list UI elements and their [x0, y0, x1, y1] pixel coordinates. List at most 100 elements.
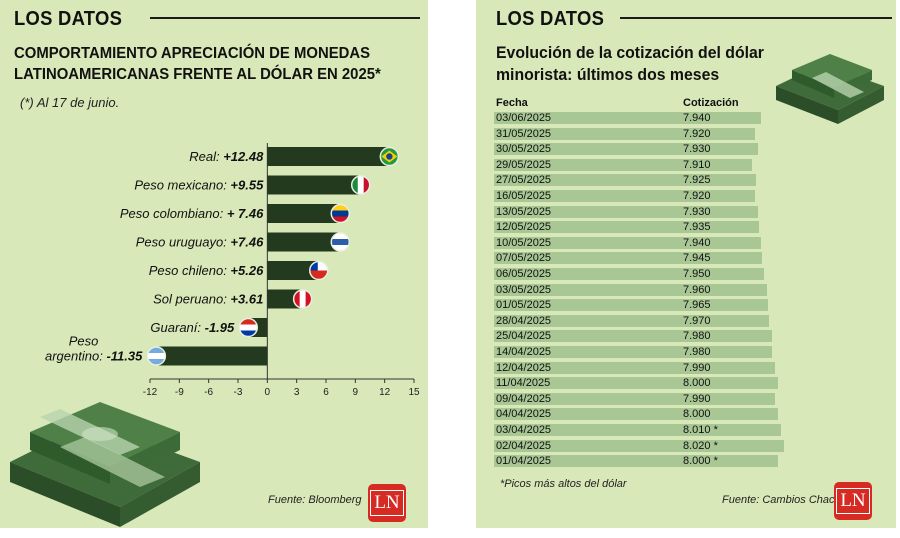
x-tick-label-3: -3 — [234, 387, 243, 398]
row-bar — [494, 158, 752, 171]
uruguay-flag-icon — [330, 232, 351, 252]
row-value: 7.965 — [683, 299, 711, 312]
column-header-date: Fecha — [496, 97, 528, 109]
x-tick-label-1: -9 — [175, 387, 184, 398]
row-bar — [494, 392, 776, 405]
row-value: 7.935 — [683, 221, 711, 234]
chart-title-line-1: COMPORTAMIENTO APRECIACIÓN DE MONEDAS — [14, 45, 371, 62]
row-bar — [494, 299, 768, 312]
row-value: 7.940 — [683, 112, 711, 124]
bar-label-5: Sol peruano: +3.61 — [153, 292, 263, 307]
brazil-flag-icon — [379, 146, 400, 167]
row-date: 12/04/2025 — [496, 361, 552, 374]
table-title-line-1: Evolución de la cotización del dólar — [496, 43, 764, 62]
x-tick-label-6: 6 — [323, 387, 329, 398]
row-value: 7.980 — [683, 330, 711, 343]
money-stack-illustration-right — [776, 54, 884, 124]
row-bar — [494, 439, 784, 452]
row-date: 13/05/2025 — [496, 205, 552, 218]
row-date: 10/05/2025 — [496, 236, 552, 249]
row-bar — [494, 127, 755, 140]
x-tick-label-8: 12 — [379, 387, 391, 398]
row-date: 07/05/2025 — [496, 252, 552, 265]
row-bar — [494, 424, 782, 436]
bar-label-2: Peso colombiano: + 7.46 — [120, 206, 264, 221]
row-value: 8.000 * — [683, 455, 718, 468]
row-date: 03/06/2025 — [496, 112, 552, 124]
bar-3 — [267, 232, 341, 252]
row-date: 28/04/2025 — [496, 314, 552, 327]
row-value: 8.000 — [683, 408, 711, 421]
row-date: 11/04/2025 — [496, 377, 551, 390]
tag-rule — [150, 17, 420, 19]
argentina-flag-icon — [146, 346, 167, 366]
logo-text-right: LN — [836, 488, 870, 514]
bar-0 — [267, 147, 390, 166]
tag-rule-right — [620, 17, 892, 19]
row-value: 7.950 — [683, 268, 711, 280]
x-tick-label-2: -6 — [204, 387, 213, 398]
logo-text: LN — [370, 490, 404, 516]
x-tick-label-0: -12 — [143, 387, 158, 398]
row-bar — [494, 314, 770, 327]
bar-7 — [156, 346, 268, 366]
row-bar — [494, 174, 757, 187]
colombia-flag-icon — [330, 203, 351, 224]
row-bar — [494, 377, 779, 390]
bar-label-prefix: Peso — [69, 334, 99, 349]
row-date: 04/04/2025 — [496, 408, 552, 421]
section-tag-right: LOS DATOS — [496, 8, 605, 30]
row-value: 7.940 — [683, 236, 711, 249]
row-value: 7.910 — [683, 158, 711, 171]
paraguay-flag-icon — [238, 317, 259, 338]
row-value: 7.925 — [683, 174, 711, 187]
chart-title-line-2: LATINOAMERICANAS FRENTE AL DÓLAR EN 2025… — [14, 66, 381, 83]
bar-label-6: Guaraní: -1.95 — [150, 320, 235, 335]
row-date: 03/04/2025 — [496, 424, 552, 436]
row-value: 8.000 — [683, 377, 711, 390]
column-header-value: Cotización — [683, 97, 739, 109]
row-bar — [494, 190, 755, 202]
row-bar — [494, 112, 761, 124]
row-date: 29/05/2025 — [496, 158, 552, 171]
row-date: 02/04/2025 — [496, 439, 552, 452]
row-date: 27/05/2025 — [496, 174, 552, 187]
bar-chart: Real: +12.48 Peso mexicano: +9.55 Peso col… — [45, 143, 420, 398]
row-bar — [494, 283, 767, 296]
peru-flag-icon — [292, 289, 313, 309]
row-value: 7.920 — [683, 190, 711, 202]
row-value: 7.970 — [683, 314, 711, 327]
bar-label-0: Real: +12.48 — [189, 149, 264, 164]
row-date: 30/05/2025 — [496, 143, 552, 156]
row-value: 8.010 * — [683, 424, 718, 436]
row-date: 16/05/2025 — [496, 190, 552, 202]
mexico-flag-icon — [350, 175, 371, 195]
row-value: 7.930 — [683, 143, 711, 156]
row-value: 7.920 — [683, 127, 711, 140]
table-footnote: *Picos más altos del dólar — [500, 478, 627, 490]
row-date: 09/04/2025 — [496, 392, 552, 405]
row-value: 7.960 — [683, 283, 711, 296]
row-date: 01/04/2025 — [496, 455, 552, 468]
row-date: 03/05/2025 — [496, 283, 552, 296]
row-bar — [494, 408, 779, 421]
money-stack-illustration — [10, 402, 200, 527]
right-source: Fuente: Cambios Chaco — [722, 494, 841, 506]
row-value: 8.020 * — [683, 439, 718, 452]
row-value: 7.930 — [683, 205, 711, 218]
row-value: 7.980 — [683, 346, 711, 358]
row-bar — [494, 221, 760, 234]
bar-5 — [267, 289, 303, 309]
row-value: 7.945 — [683, 252, 711, 265]
row-bar — [494, 330, 773, 343]
bar-label-1: Peso mexicano: +9.55 — [134, 178, 264, 193]
chart-note: (*) Al 17 de junio. — [20, 95, 120, 110]
left-source: Fuente: Bloomberg — [268, 494, 362, 506]
bar-1 — [267, 175, 361, 195]
row-date: 14/04/2025 — [496, 346, 552, 358]
row-date: 12/05/2025 — [496, 221, 552, 234]
row-bar — [494, 455, 779, 468]
row-value: 7.990 — [683, 361, 711, 374]
bar-4 — [267, 261, 319, 280]
row-bar — [494, 361, 776, 374]
